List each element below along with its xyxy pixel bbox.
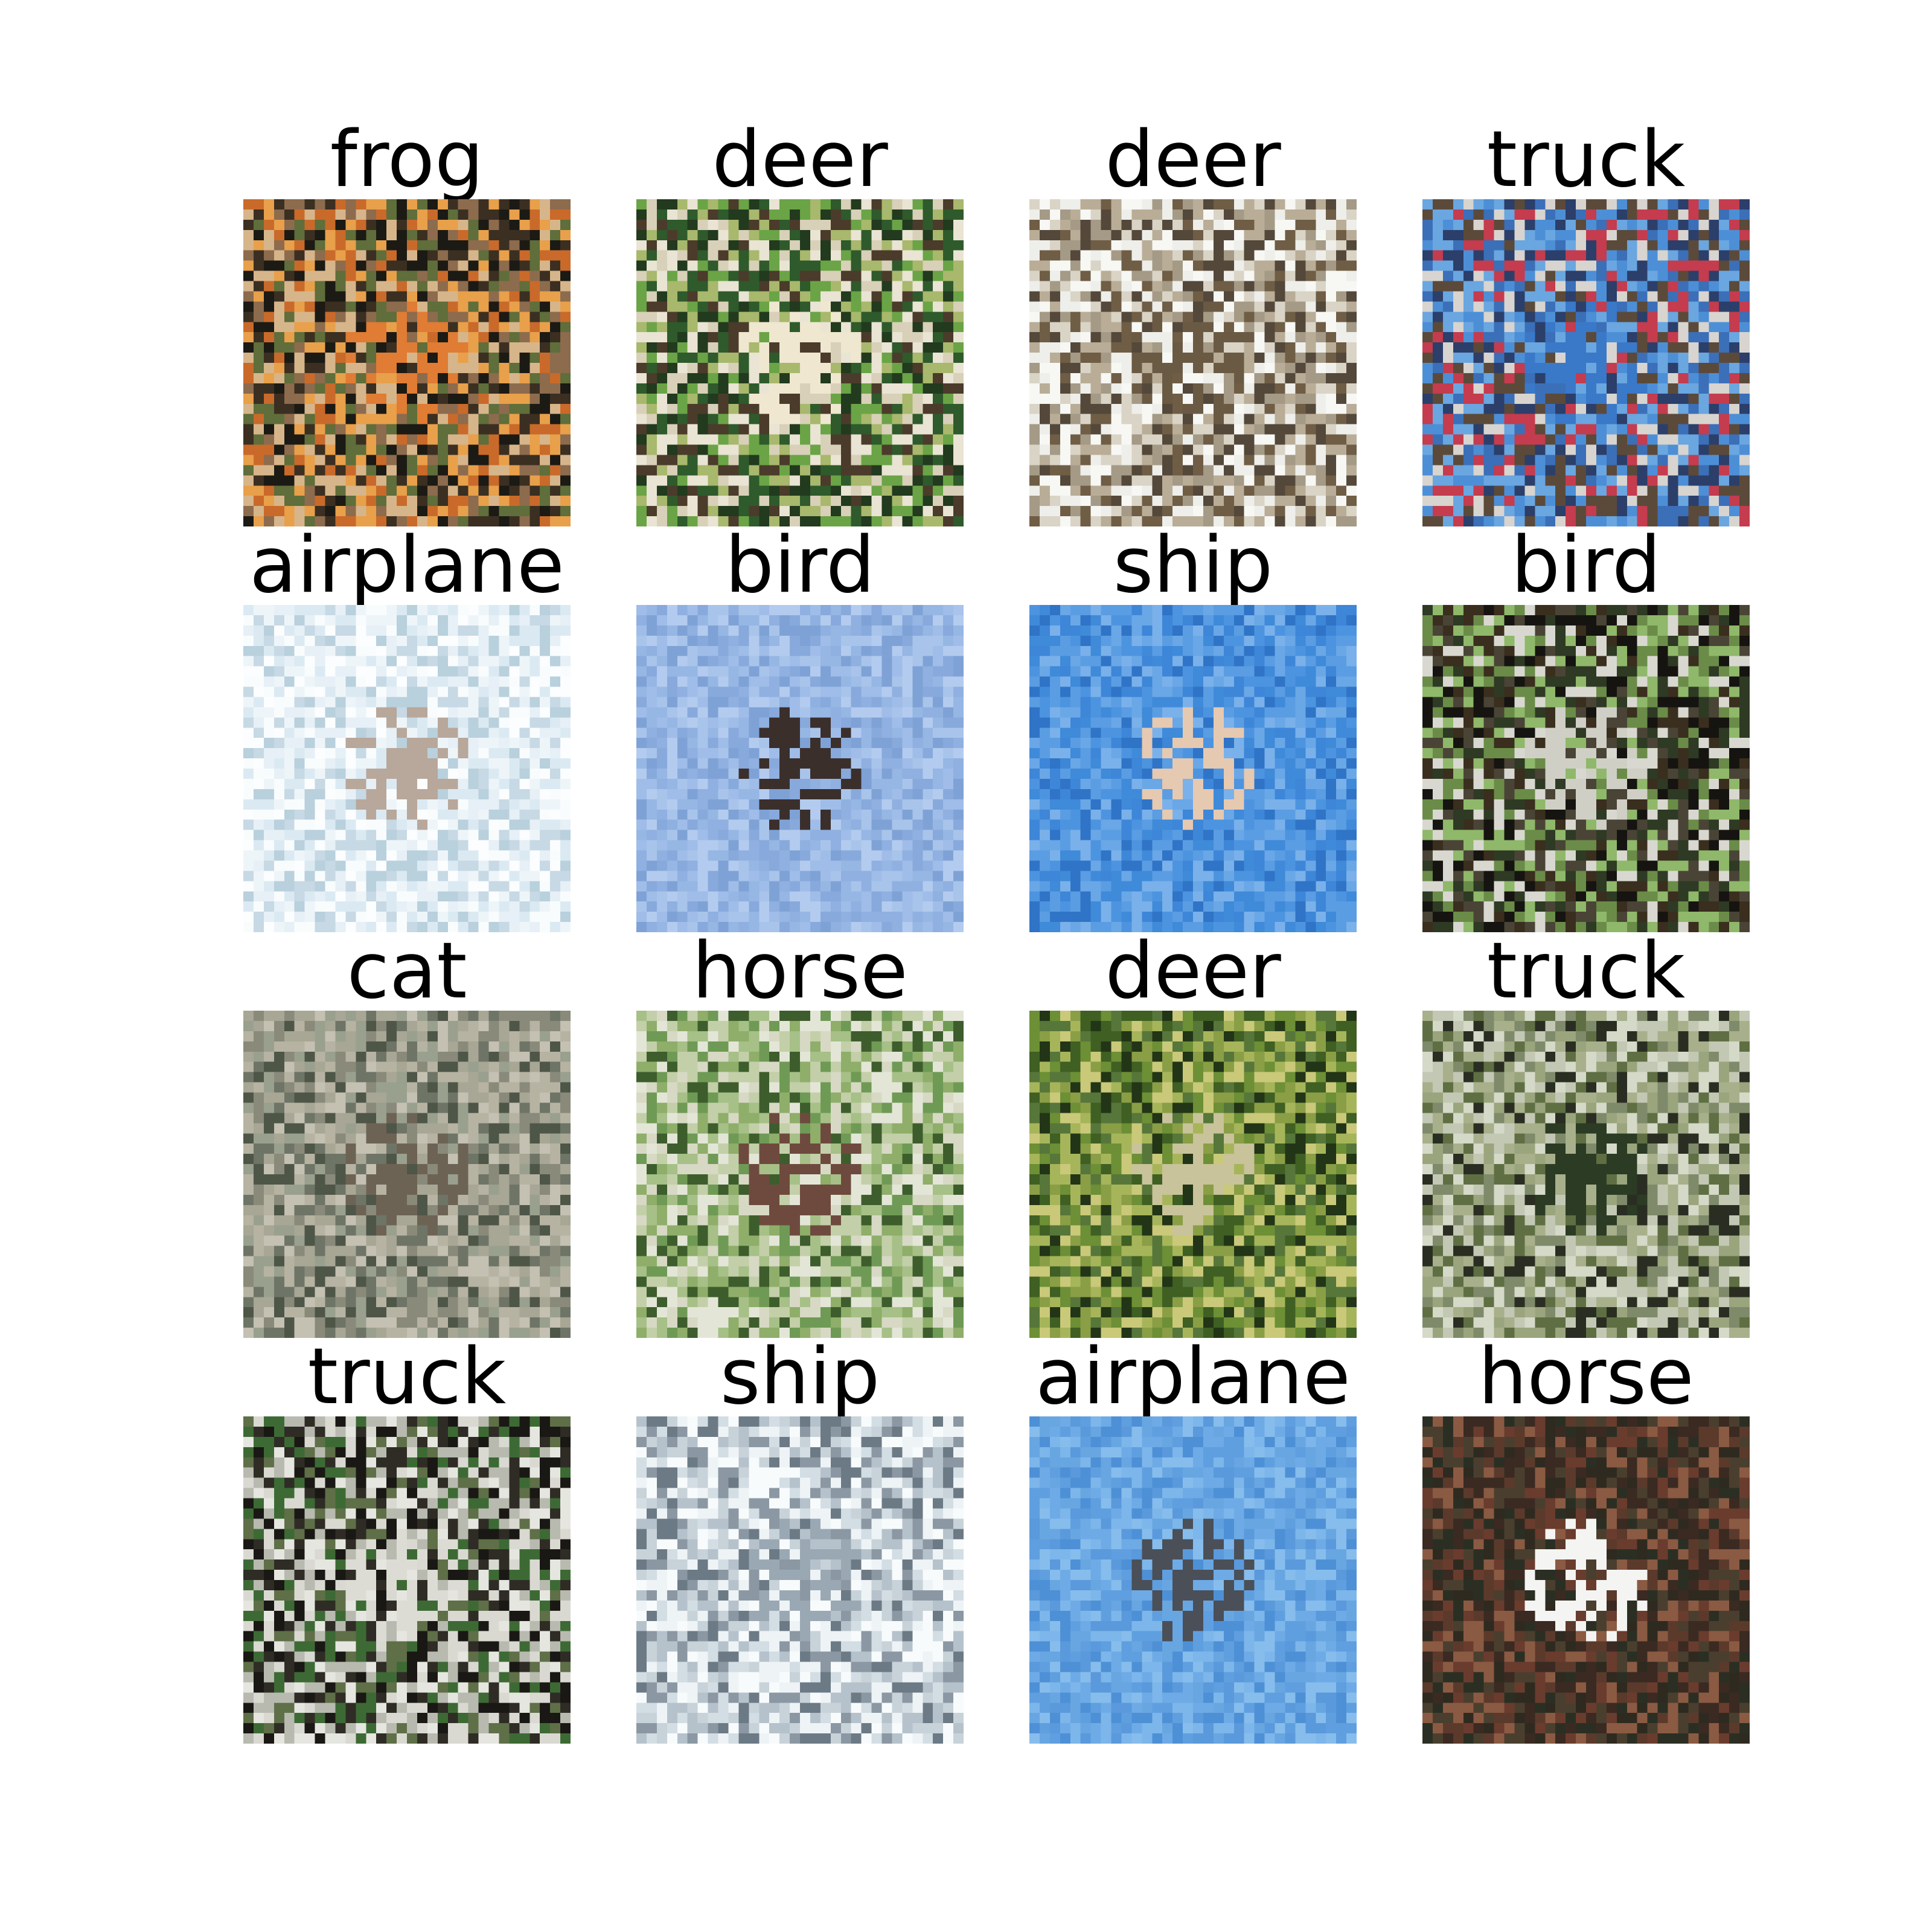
image-label: deer bbox=[1105, 926, 1281, 1016]
thumbnail-image bbox=[243, 1416, 571, 1744]
thumbnail-image bbox=[636, 605, 964, 932]
thumbnail-image bbox=[1422, 1416, 1750, 1744]
thumbnail-pixels bbox=[1422, 605, 1750, 932]
image-tile: bird bbox=[1422, 526, 1750, 932]
image-label: ship bbox=[720, 1332, 880, 1422]
thumbnail-pixels bbox=[636, 199, 964, 526]
thumbnail-image bbox=[243, 1011, 571, 1338]
thumbnail-image bbox=[636, 1011, 964, 1338]
thumbnail-pixels bbox=[1029, 1416, 1357, 1744]
image-label: truck bbox=[1486, 926, 1686, 1016]
thumbnail-image bbox=[1422, 199, 1750, 526]
image-label: horse bbox=[692, 926, 908, 1016]
thumbnail-image bbox=[1029, 1416, 1357, 1744]
thumbnail-image bbox=[1422, 1011, 1750, 1338]
image-label: airplane bbox=[1035, 1332, 1351, 1422]
image-tile: ship bbox=[636, 1338, 964, 1744]
image-label: truck bbox=[1486, 115, 1686, 205]
thumbnail-pixels bbox=[636, 605, 964, 932]
image-label: horse bbox=[1478, 1332, 1694, 1422]
thumbnail-pixels bbox=[636, 1416, 964, 1744]
image-tile: airplane bbox=[243, 526, 571, 932]
thumbnail-pixels bbox=[243, 199, 571, 526]
image-tile: truck bbox=[1422, 932, 1750, 1338]
thumbnail-pixels bbox=[1029, 605, 1357, 932]
image-tile: deer bbox=[1029, 121, 1357, 526]
image-label: deer bbox=[1105, 115, 1281, 205]
thumbnail-image bbox=[1422, 605, 1750, 932]
image-tile: deer bbox=[636, 121, 964, 526]
image-label: truck bbox=[307, 1332, 507, 1422]
thumbnail-image bbox=[636, 199, 964, 526]
image-tile: deer bbox=[1029, 932, 1357, 1338]
image-tile: horse bbox=[636, 932, 964, 1338]
thumbnail-image bbox=[1029, 1011, 1357, 1338]
image-label: deer bbox=[712, 115, 888, 205]
thumbnail-pixels bbox=[1422, 1416, 1750, 1744]
thumbnail-image bbox=[1029, 199, 1357, 526]
thumbnail-pixels bbox=[243, 1011, 571, 1338]
thumbnail-image bbox=[1029, 605, 1357, 932]
thumbnail-image bbox=[243, 605, 571, 932]
thumbnail-pixels bbox=[636, 1011, 964, 1338]
image-tile: truck bbox=[243, 1338, 571, 1744]
image-tile: ship bbox=[1029, 526, 1357, 932]
thumbnail-pixels bbox=[1029, 1011, 1357, 1338]
image-label: airplane bbox=[249, 520, 565, 610]
thumbnail-image bbox=[636, 1416, 964, 1744]
image-tile: cat bbox=[243, 932, 571, 1338]
image-label: bird bbox=[1511, 520, 1662, 610]
image-label: cat bbox=[347, 926, 467, 1016]
thumbnail-pixels bbox=[1422, 199, 1750, 526]
image-tile: truck bbox=[1422, 121, 1750, 526]
image-tile: bird bbox=[636, 526, 964, 932]
thumbnail-pixels bbox=[243, 605, 571, 932]
thumbnail-pixels bbox=[243, 1416, 571, 1744]
image-tile: frog bbox=[243, 121, 571, 526]
image-label: bird bbox=[724, 520, 875, 610]
thumbnail-image bbox=[243, 199, 571, 526]
image-tile: horse bbox=[1422, 1338, 1750, 1744]
thumbnail-pixels bbox=[1422, 1011, 1750, 1338]
thumbnail-pixels bbox=[1029, 199, 1357, 526]
image-label: frog bbox=[330, 115, 484, 205]
image-label: ship bbox=[1113, 520, 1273, 610]
image-tile: airplane bbox=[1029, 1338, 1357, 1744]
